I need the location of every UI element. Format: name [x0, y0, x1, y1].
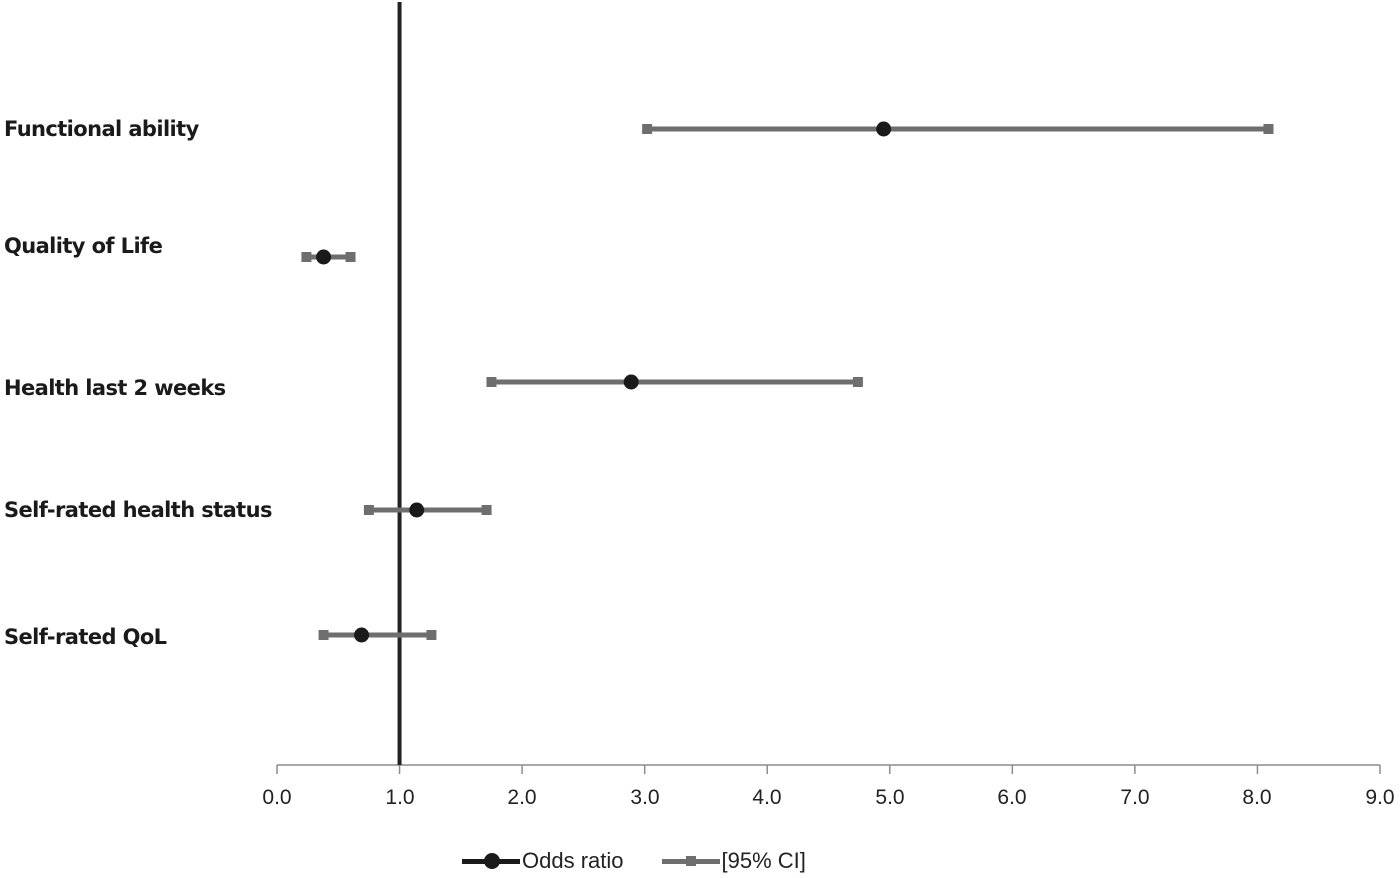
ci-lower-marker: [301, 252, 312, 262]
x-tick-label: 9.0: [1365, 786, 1395, 809]
odds-ratio-marker: [623, 374, 639, 390]
odds-ratio-swatch-icon: [462, 851, 520, 871]
x-tick-label: 6.0: [997, 786, 1027, 809]
x-tick-label: 7.0: [1120, 786, 1150, 809]
odds-ratio-marker: [316, 249, 332, 265]
ci-upper-marker: [481, 505, 492, 515]
x-tick-label: 4.0: [752, 786, 782, 809]
legend-item-ci: [95% CI]: [661, 848, 806, 874]
legend-label-ci: [95% CI]: [721, 848, 806, 873]
ci-upper-marker: [852, 377, 863, 387]
x-tick-label: 1.0: [385, 786, 415, 809]
ci-lower-marker: [363, 505, 374, 515]
ci-lower-marker: [318, 630, 329, 640]
ci-lower-marker: [486, 377, 497, 387]
legend: Odds ratio [95% CI]: [462, 848, 844, 874]
category-label-self-rated-health-status: Self-rated health status: [4, 498, 272, 522]
ci-upper-marker: [426, 630, 437, 640]
odds-ratio-marker: [409, 502, 425, 518]
odds-ratio-marker: [876, 121, 892, 137]
x-tick-label: 2.0: [507, 786, 537, 809]
legend-item-odds-ratio: Odds ratio: [462, 848, 624, 874]
odds-ratio-marker: [354, 627, 370, 643]
ci-lower-marker: [642, 124, 653, 134]
category-label-functional-ability: Functional ability: [4, 117, 199, 141]
x-tick-label: 8.0: [1242, 786, 1272, 809]
legend-label-odds-ratio: Odds ratio: [522, 848, 624, 873]
category-label-health-last-2-weeks: Health last 2 weeks: [4, 376, 226, 400]
x-tick-label: 0.0: [262, 786, 292, 809]
ci-upper-marker: [1263, 124, 1274, 134]
ci-swatch-icon: [661, 851, 720, 871]
x-tick-label: 3.0: [630, 786, 660, 809]
x-tick-label: 5.0: [875, 786, 905, 809]
category-label-quality-of-life: Quality of Life: [4, 234, 163, 258]
category-label-self-rated-qol: Self-rated QoL: [4, 625, 167, 649]
ci-upper-marker: [345, 252, 356, 262]
